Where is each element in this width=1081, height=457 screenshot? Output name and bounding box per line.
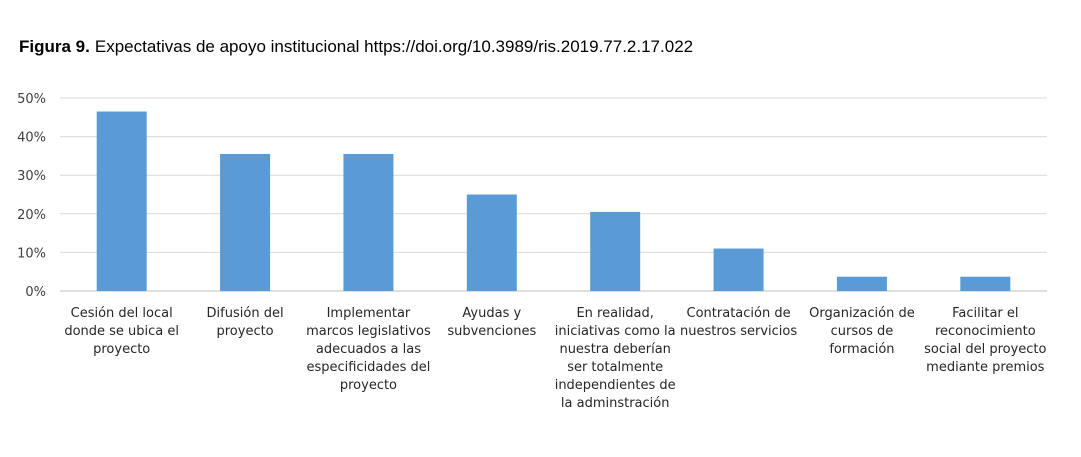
category-label-line: cursos de	[831, 324, 894, 339]
category-label: Facilitar el reconocimiento social del pro…	[924, 306, 1046, 375]
category-label-line: Facilitar el	[952, 306, 1018, 321]
chart-title-label: Figura 9.	[19, 37, 90, 56]
category-label-line: marcos legislativos	[306, 324, 431, 339]
category-label-line: iniciativas como la	[555, 324, 676, 339]
category-label: Organización de cursos de formación	[809, 306, 915, 357]
category-label-line: Organización de	[809, 306, 915, 321]
bar	[343, 153, 394, 291]
category-label-line: donde se ubica el	[64, 324, 179, 339]
category-label-line: social del proyecto	[924, 342, 1046, 357]
bar	[466, 194, 517, 291]
category-label: En realidad, iniciativas como la nuestra d…	[555, 306, 676, 411]
y-axis-ticks: 0% 10% 20% 30% 40% 50%	[17, 92, 46, 300]
category-labels: Cesión del local donde se ubica el proyect…	[64, 306, 1046, 411]
y-tick-label: 40%	[17, 131, 46, 146]
category-label: Ayudas y subvenciones	[447, 306, 536, 339]
category-label-line: mediante premios	[926, 360, 1044, 375]
y-tick-label: 10%	[17, 246, 46, 261]
chart-title-text: Expectativas de apoyo institucional http…	[95, 37, 693, 56]
category-label-line: Cesión del local	[71, 306, 173, 321]
bar	[960, 276, 1011, 291]
category-label-line: Implementar	[327, 306, 411, 321]
bar	[836, 276, 887, 291]
category-label-line: proyecto	[93, 342, 150, 357]
bar	[590, 211, 641, 291]
category-label-line: En realidad,	[576, 306, 653, 321]
category-label-line: la adminstración	[561, 396, 670, 411]
category-label: Implementar marcos legislativos adecuados …	[306, 306, 431, 393]
category-label: Contratación de nuestros servicios	[680, 306, 797, 339]
category-label-line: proyecto	[340, 378, 397, 393]
category-label-line: reconocimiento	[935, 324, 1036, 339]
category-label-line: nuestra deberían	[559, 342, 670, 357]
y-tick-label: 0%	[25, 285, 46, 300]
y-tick-label: 20%	[17, 208, 46, 223]
bar	[220, 153, 271, 291]
category-label: Cesión del local donde se ubica el proyect…	[64, 306, 179, 357]
category-label-line: subvenciones	[447, 324, 536, 339]
y-tick-label: 30%	[17, 169, 46, 184]
category-label-line: ser totalmente	[567, 360, 663, 375]
bar	[713, 248, 764, 291]
category-label-line: adecuados a las	[316, 342, 421, 357]
category-label-line: Contratación de	[687, 306, 791, 321]
category-label-line: proyecto	[216, 324, 273, 339]
category-label-line: Difusión del	[207, 306, 284, 321]
category-label-line: independientes de	[555, 378, 676, 393]
bar	[96, 111, 147, 291]
category-label-line: nuestros servicios	[680, 324, 797, 339]
category-label-line: formación	[829, 342, 894, 357]
gridlines	[60, 97, 1047, 292]
category-label-line: Ayudas y	[462, 306, 521, 321]
category-label: Difusión del proyecto	[207, 306, 284, 339]
bars	[96, 111, 1011, 291]
y-tick-label: 50%	[17, 92, 46, 107]
category-label-line: especificidades del	[306, 360, 430, 375]
chart-title: Figura 9. Expectativas de apoyo instituci…	[19, 37, 693, 56]
